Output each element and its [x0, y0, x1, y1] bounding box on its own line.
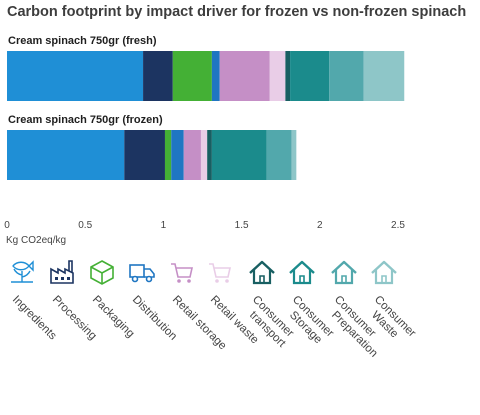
shopping-cart-light-icon	[209, 263, 231, 283]
bar-segment	[172, 51, 212, 101]
bar-segment	[211, 130, 267, 180]
bar-segment	[363, 51, 405, 101]
bar-segment	[285, 51, 291, 101]
bar-segment	[7, 130, 125, 180]
x-axis-unit: Kg CO2eq/kg	[6, 235, 66, 246]
bar-segment	[329, 51, 364, 101]
shopping-cart-icon	[171, 263, 193, 283]
house-icon	[249, 260, 275, 285]
house-light-icon	[371, 260, 397, 285]
x-tick-label: 2.5	[391, 220, 405, 231]
legend-label: ConsumerWaste	[363, 294, 418, 349]
bar-segment	[124, 130, 165, 180]
bar-category-label: Cream spinach 750gr (frozen)	[8, 114, 163, 126]
bar-segment	[143, 51, 173, 101]
chart-title: Carbon footprint by impact driver for fr…	[7, 4, 467, 20]
bar-segment	[7, 51, 144, 101]
truck-icon	[129, 264, 155, 283]
x-tick-label: 2	[317, 220, 323, 231]
bar-segment	[269, 51, 286, 101]
bar-segment	[207, 130, 212, 180]
x-tick-label: 0.5	[78, 220, 92, 231]
bar-segment	[183, 130, 201, 180]
bar-category-label: Cream spinach 750gr (fresh)	[8, 35, 157, 47]
legend-label: ConsumerStorage	[281, 294, 336, 349]
bar-segment	[291, 130, 297, 180]
bar-segment	[171, 130, 184, 180]
x-tick-label: 1	[161, 220, 167, 231]
package-icon	[90, 260, 114, 285]
house-icon	[289, 260, 315, 285]
factory-icon	[50, 260, 74, 284]
ingredients-icon	[11, 260, 34, 283]
bar-segment	[200, 130, 208, 180]
bar-segment	[266, 130, 292, 180]
bar-segment	[219, 51, 270, 101]
x-tick-label: 0	[4, 220, 10, 231]
bar-segment	[290, 51, 330, 101]
bar-segment	[211, 51, 220, 101]
x-tick-label: 1.5	[235, 220, 249, 231]
house-icon	[331, 260, 357, 285]
bar-segment	[164, 130, 172, 180]
